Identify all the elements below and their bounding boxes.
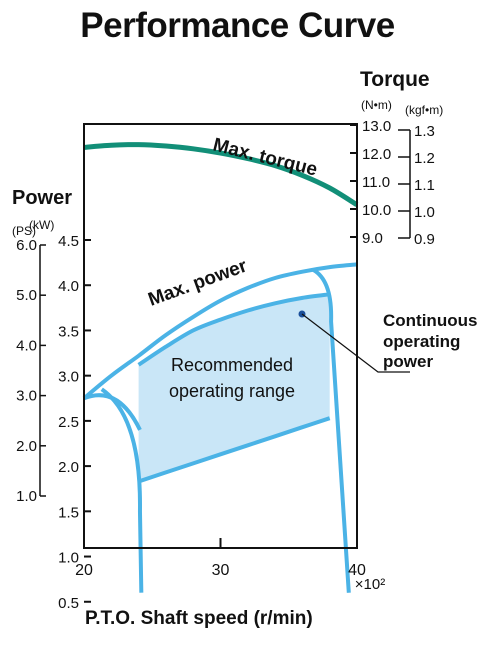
kgf-unit-label: (kgf•m) — [405, 103, 443, 117]
nm-tick-label: 9.0 — [362, 230, 383, 247]
kw-tick-label: 4.5 — [58, 233, 79, 250]
ps-tick-label: 6.0 — [16, 237, 37, 254]
ps-unit-label: (PS) — [12, 224, 36, 238]
max-torque-curve — [83, 142, 359, 207]
annotation-leader-line — [301, 313, 410, 373]
kw-tick-label: 3.5 — [58, 323, 79, 340]
kgf-tick-label: 1.0 — [414, 204, 435, 221]
kw-tick-label: 0.5 — [58, 595, 79, 612]
max-power-label: Max. power — [146, 255, 251, 310]
kgf-tick-label: 0.9 — [414, 231, 435, 248]
operating-range-fill — [138, 294, 330, 482]
x-axis-label: P.T.O. Shaft speed (r/min) — [85, 608, 313, 629]
nm-tick-label: 13.0 — [362, 118, 391, 135]
page-title: Performance Curve — [80, 6, 395, 45]
x-tick-label: 20 — [75, 562, 93, 579]
operating-range-top-line — [137, 292, 330, 367]
max-torque-label: Max. torque — [211, 134, 320, 180]
kw-tick-label: 2.0 — [58, 459, 79, 476]
annotation-label: operating — [383, 332, 460, 351]
ps-tick-label: 2.0 — [16, 438, 37, 455]
operating-range-bottom-line — [137, 416, 331, 484]
operating-range-left-corner — [83, 393, 142, 431]
ps-tick-label: 5.0 — [16, 287, 37, 304]
operating-range-label: operating range — [169, 381, 295, 401]
nm-tick-label: 10.0 — [362, 202, 391, 219]
kw-tick-label: 1.5 — [58, 504, 79, 521]
kw-tick-label: 4.0 — [58, 278, 79, 295]
annotation-label: Continuous — [383, 311, 477, 330]
ps-tick-label: 1.0 — [16, 488, 37, 505]
kw-tick-label: 2.5 — [58, 414, 79, 431]
max-power-curve — [82, 262, 358, 400]
kw-unit-label: (kW) — [29, 218, 54, 232]
annotation-label: power — [383, 352, 433, 371]
nm-unit-label: (N•m) — [361, 98, 392, 112]
torque-axis-label: Torque — [360, 68, 430, 91]
kw-tick-label: 1.0 — [58, 550, 79, 567]
kw-tick-label: 3.0 — [58, 369, 79, 386]
kgf-tick-label: 1.3 — [414, 123, 435, 140]
x-tick-label: 40 — [348, 562, 366, 579]
nm-tick-label: 11.0 — [362, 174, 390, 191]
x-tick-label: 30 — [212, 562, 230, 579]
operating-range-right-leg — [312, 268, 351, 593]
power-axis-label: Power — [12, 187, 72, 209]
operating-range-label: Recommended — [171, 355, 293, 375]
ps-tick-label: 4.0 — [16, 337, 37, 354]
nm-tick-label: 12.0 — [362, 146, 391, 163]
ps-tick-label: 3.0 — [16, 388, 37, 405]
x-multiplier-label: ×10² — [355, 576, 385, 593]
kgf-tick-label: 1.2 — [414, 150, 435, 167]
kgf-tick-label: 1.1 — [414, 177, 435, 194]
